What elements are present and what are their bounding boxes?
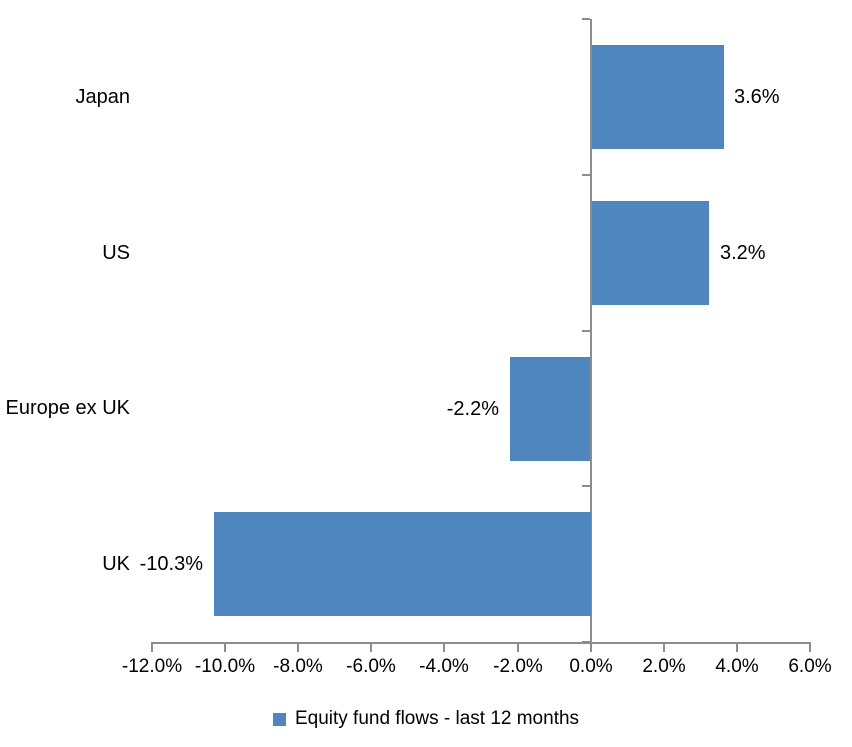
category-boundary-tick (582, 18, 590, 20)
value-label: 3.2% (720, 242, 766, 264)
x-axis-tick-label: 6.0% (788, 656, 832, 677)
bar-japan (592, 45, 724, 149)
x-axis-tick-label: -4.0% (419, 656, 469, 677)
legend-label: Equity fund flows - last 12 months (294, 708, 580, 729)
bar-europe-ex-uk (510, 357, 590, 461)
x-axis-tick (663, 644, 665, 652)
x-axis-tick (297, 644, 299, 652)
x-axis-tick-label: -6.0% (346, 656, 396, 677)
category-boundary-tick (582, 485, 590, 487)
x-axis-tick-label: 4.0% (715, 656, 759, 677)
category-label: UK (102, 553, 130, 575)
x-axis-tick (809, 644, 811, 652)
value-label: 3.6% (734, 86, 780, 108)
bar-uk (214, 512, 591, 616)
x-axis-tick (151, 644, 153, 652)
x-axis-tick (517, 644, 519, 652)
x-axis-tick-label: -8.0% (273, 656, 323, 677)
x-axis-tick-label: -2.0% (493, 656, 543, 677)
x-axis-tick (590, 644, 592, 652)
category-label: Japan (75, 86, 131, 108)
bar-us (592, 201, 709, 305)
x-axis-tick (224, 644, 226, 652)
x-axis-tick-label: -12.0% (121, 656, 183, 677)
x-axis-line (151, 642, 811, 644)
x-axis-tick-label: -10.0% (194, 656, 256, 677)
value-label: -2.2% (446, 398, 499, 420)
category-boundary-tick (582, 330, 590, 332)
x-axis-tick (370, 644, 372, 652)
legend: Equity fund flows - last 12 months (0, 705, 852, 733)
value-label: -10.3% (139, 553, 203, 575)
legend-marker-icon (272, 712, 286, 726)
category-label: Europe ex UK (5, 397, 130, 419)
x-axis-tick (443, 644, 445, 652)
x-axis-tick (736, 644, 738, 652)
category-label: US (102, 242, 130, 264)
zero-axis-line (590, 19, 592, 644)
category-boundary-tick (582, 174, 590, 176)
x-axis-tick-label: 2.0% (642, 656, 686, 677)
category-boundary-tick (582, 641, 590, 643)
x-axis-tick-label: 0.0% (569, 656, 613, 677)
